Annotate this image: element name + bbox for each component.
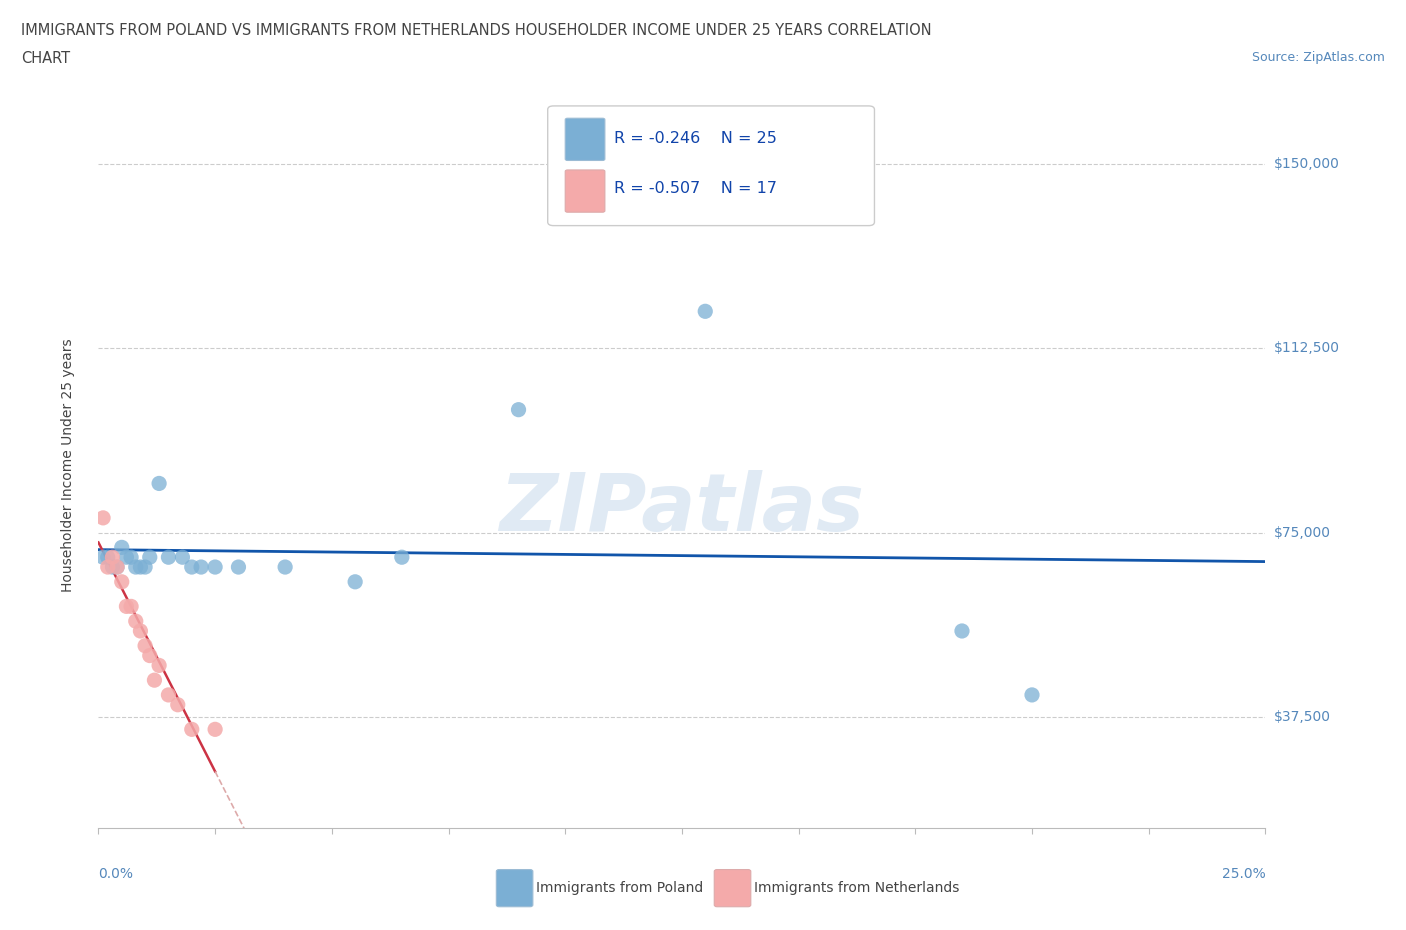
Point [157,687,180,702]
Text: IMMIGRANTS FROM POLAND VS IMMIGRANTS FROM NETHERLANDS HOUSEHOLDER INCOME UNDER 2: IMMIGRANTS FROM POLAND VS IMMIGRANTS FRO… [21,23,932,38]
Point [950,623,973,638]
FancyBboxPatch shape [548,106,875,226]
Text: R = -0.246    N = 25: R = -0.246 N = 25 [614,131,778,146]
FancyBboxPatch shape [565,170,605,212]
Point [101,560,124,575]
Text: R = -0.507    N = 17: R = -0.507 N = 17 [614,181,778,196]
Point [1021,687,1043,702]
Point [143,672,166,687]
Point [120,599,142,614]
FancyBboxPatch shape [565,118,605,161]
Point [508,403,530,418]
Point [91,550,114,565]
Point [148,658,170,672]
Text: $37,500: $37,500 [1274,710,1330,724]
Text: $112,500: $112,500 [1274,341,1340,355]
Point [91,511,114,525]
Point [139,550,162,565]
Text: ZIPatlas: ZIPatlas [499,470,865,548]
Point [190,560,212,575]
Text: $75,000: $75,000 [1274,525,1330,539]
Point [115,599,138,614]
Point [228,560,250,575]
Point [180,722,202,737]
Point [391,550,413,565]
Point [166,698,188,712]
Point [172,550,194,565]
Point [115,550,138,565]
Point [105,560,128,575]
Text: Immigrants from Netherlands: Immigrants from Netherlands [754,881,959,896]
Point [134,560,156,575]
Point [129,623,152,638]
Text: $150,000: $150,000 [1274,157,1340,171]
Point [111,540,134,555]
Point [204,560,226,575]
Point [111,575,134,590]
Y-axis label: Householder Income Under 25 years: Householder Income Under 25 years [60,339,75,591]
Point [134,638,156,653]
Point [180,560,202,575]
Text: Immigrants from Poland: Immigrants from Poland [536,881,703,896]
Point [101,550,124,565]
Point [695,304,717,319]
Point [120,550,142,565]
Point [125,614,148,629]
Text: 25.0%: 25.0% [1222,867,1265,881]
Point [97,550,120,565]
Text: Source: ZipAtlas.com: Source: ZipAtlas.com [1251,51,1385,64]
Point [97,560,120,575]
Text: 0.0%: 0.0% [98,867,134,881]
Text: CHART: CHART [21,51,70,66]
Point [105,560,128,575]
Point [148,476,170,491]
Point [139,648,162,663]
Point [274,560,297,575]
Point [125,560,148,575]
Point [344,575,367,590]
Point [204,722,226,737]
Point [157,550,180,565]
Point [129,560,152,575]
